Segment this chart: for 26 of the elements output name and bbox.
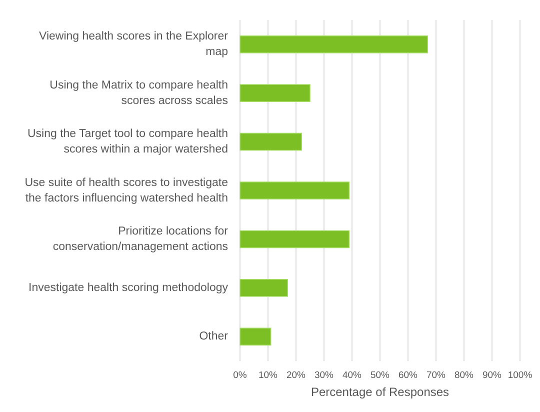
- bar: [240, 132, 302, 151]
- bar: [240, 35, 428, 54]
- x-tick-label: 90%: [482, 370, 502, 381]
- x-tick-label: 0%: [233, 370, 248, 381]
- bar: [240, 84, 310, 102]
- y-tick-label: Prioritize locations for conservation/management actions: [52, 225, 228, 253]
- x-tick-label: 70%: [426, 370, 446, 381]
- x-axis-title: Percentage of Responses: [310, 385, 450, 399]
- bar: [240, 230, 350, 248]
- x-tick-label: 20%: [286, 370, 306, 381]
- x-tick-label: 30%: [314, 370, 334, 381]
- y-tick-label: Investigate health scoring methodology: [28, 282, 228, 294]
- bar: [240, 279, 288, 297]
- bar: [240, 182, 350, 200]
- x-tick-label: 50%: [370, 370, 390, 381]
- y-tick-label: Using the Target tool to compare health scores within a major watershed: [27, 128, 228, 156]
- x-tick-label: 60%: [398, 370, 418, 381]
- y-tick-label: Use suite of health scores to investigate the factors influencing watershed health: [24, 176, 228, 204]
- x-tick-label: 80%: [454, 370, 474, 381]
- y-tick-label: Viewing health scores in the Explorer map: [38, 30, 228, 58]
- bar: [240, 328, 272, 346]
- x-tick-label: 40%: [342, 370, 362, 381]
- y-tick-label: Other: [199, 330, 228, 343]
- x-tick-label: 100%: [508, 370, 533, 381]
- x-tick-label: 10%: [258, 370, 278, 381]
- y-tick-label: Using the Matrix to compare health scores across scales: [50, 79, 228, 107]
